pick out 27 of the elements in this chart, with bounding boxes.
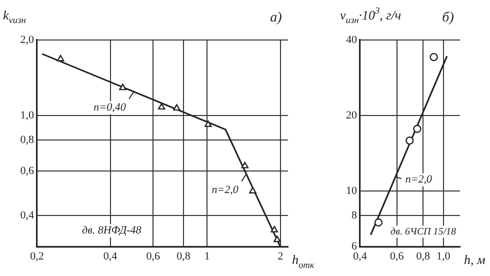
y-tick-label: 6: [352, 240, 358, 253]
y-tick-label: 0,4: [20, 209, 34, 222]
y-tick-label: 40: [346, 34, 358, 46]
x-tick-label: 1: [204, 250, 210, 262]
x-tick-label: 0,4: [103, 250, 118, 262]
annotation: дв. 8НФД-48: [82, 224, 142, 237]
x-axis-title: h, м: [464, 252, 486, 268]
x-tick-label: 0,8: [416, 250, 430, 262]
annotation: n=2,0: [405, 174, 433, 186]
y-tick-label: 0,6: [20, 165, 34, 178]
y-tick-label: 20: [346, 109, 358, 122]
x-tick-label: 0,8: [176, 250, 191, 262]
x-tick-label: 0,6: [146, 250, 160, 262]
annotation: n=0,40: [94, 102, 126, 114]
x-tick-label: 2: [278, 250, 284, 262]
annotation: n=2,0: [212, 184, 239, 196]
y-tick-label: 10: [346, 185, 358, 198]
chart-title: а): [270, 10, 282, 26]
x-tick-label: 0,2: [30, 250, 44, 262]
y-tick-label: 1,0: [20, 109, 34, 122]
y-tick-label: 2,0: [20, 34, 34, 46]
x-tick-label: 1,0: [436, 250, 451, 262]
annotation: дв. 6ЧСП 15/18: [390, 226, 456, 238]
y-tick-label: 0,8: [20, 134, 34, 146]
x-tick-label: 0,6: [390, 250, 404, 262]
y-tick-label: 8: [352, 209, 358, 222]
chart-title: б): [442, 10, 454, 26]
